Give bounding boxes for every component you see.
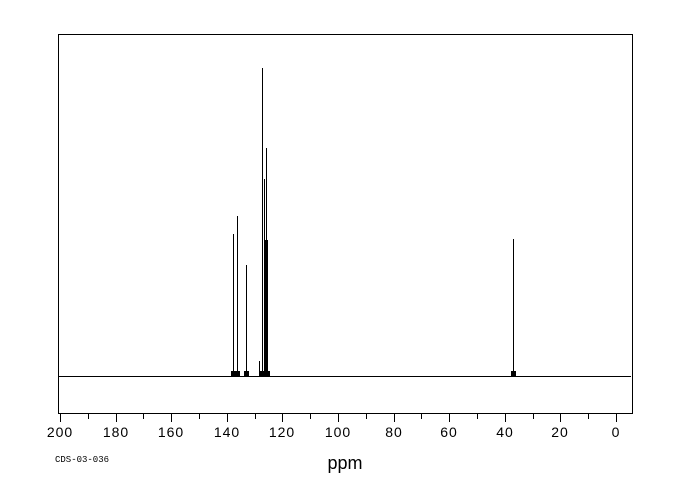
- nmr-peak: [246, 265, 247, 376]
- x-axis-tick-label: 140: [213, 424, 241, 440]
- x-axis-major-tick: [171, 414, 172, 422]
- nmr-peak: [262, 68, 263, 376]
- x-axis-major-tick: [560, 414, 561, 422]
- nmr-peak: [266, 240, 268, 376]
- nmr-peak-foot: [264, 371, 270, 376]
- nmr-peak: [513, 239, 514, 376]
- nmr-peak-foot: [235, 371, 240, 376]
- x-axis-major-tick: [60, 414, 61, 422]
- x-axis-minor-tick: [143, 414, 144, 419]
- catalog-id-label: CDS-03-036: [55, 455, 110, 465]
- x-axis-tick-label: 80: [385, 424, 403, 440]
- x-axis-minor-tick: [533, 414, 534, 419]
- x-axis-major-tick: [394, 414, 395, 422]
- x-axis-tick-label: 20: [551, 424, 569, 440]
- x-axis-tick-label: 200: [46, 424, 74, 440]
- nmr-peak-foot: [511, 371, 516, 376]
- x-axis-tick-label: 0: [611, 424, 621, 440]
- x-axis-major-tick: [116, 414, 117, 422]
- x-axis-major-tick: [282, 414, 283, 422]
- x-axis-major-tick: [449, 414, 450, 422]
- x-axis-tick-label: 100: [324, 424, 352, 440]
- x-axis-tick-label: 40: [496, 424, 514, 440]
- x-axis-major-tick: [227, 414, 228, 422]
- x-axis-tick-label: 160: [157, 424, 185, 440]
- x-axis-major-tick: [505, 414, 506, 422]
- x-axis-major-tick: [616, 414, 617, 422]
- x-axis-tick-label: 120: [268, 424, 296, 440]
- x-axis-major-tick: [338, 414, 339, 422]
- nmr-peak-foot: [244, 371, 249, 376]
- x-axis-minor-tick: [199, 414, 200, 419]
- spectrum-baseline: [59, 376, 631, 377]
- x-axis-tick-label: 60: [440, 424, 458, 440]
- nmr-peak: [233, 234, 234, 376]
- nmr-peak: [264, 240, 266, 376]
- x-axis-minor-tick: [255, 414, 256, 419]
- nmr-peak: [259, 361, 260, 376]
- x-axis-minor-tick: [310, 414, 311, 419]
- x-axis-minor-tick: [421, 414, 422, 419]
- spectrum-plot-frame: [58, 34, 633, 414]
- nmr-peak: [237, 216, 238, 376]
- x-axis-title: ppm: [327, 453, 363, 473]
- nmr-peak-foot: [231, 371, 236, 376]
- x-axis-minor-tick: [88, 414, 89, 419]
- x-axis-minor-tick: [588, 414, 589, 419]
- x-axis-tick-label: 180: [102, 424, 130, 440]
- x-axis-minor-tick: [477, 414, 478, 419]
- x-axis-minor-tick: [366, 414, 367, 419]
